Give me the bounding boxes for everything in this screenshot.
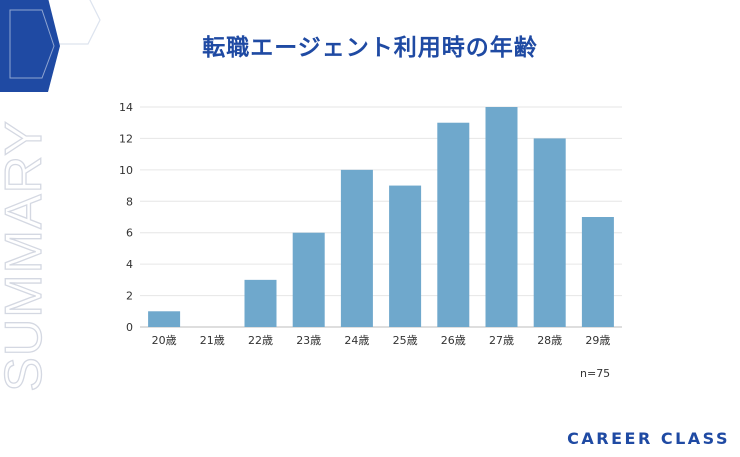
bar xyxy=(292,232,325,327)
x-tick-label: 25歳 xyxy=(393,334,418,347)
corner-hexagon-decoration xyxy=(0,0,101,92)
x-tick-label: 22歳 xyxy=(248,334,273,347)
y-tick-label: 0 xyxy=(126,321,133,334)
bar xyxy=(437,122,470,327)
bar xyxy=(340,169,373,327)
x-tick-label: 28歳 xyxy=(537,334,562,347)
page-title: 転職エージェント利用時の年齢 xyxy=(202,35,538,61)
bar xyxy=(244,279,277,327)
y-tick-label: 8 xyxy=(126,195,133,208)
bar xyxy=(533,138,566,327)
y-tick-label: 2 xyxy=(126,290,133,303)
y-tick-label: 14 xyxy=(119,101,133,114)
y-tick-label: 10 xyxy=(119,164,133,177)
bar xyxy=(581,217,614,327)
bar xyxy=(485,107,518,327)
brand-logo-text: CAREER CLASS xyxy=(567,429,730,448)
bar xyxy=(389,185,422,327)
x-tick-label: 26歳 xyxy=(441,334,466,347)
sample-size-note: n=75 xyxy=(580,367,611,380)
x-tick-label: 23歳 xyxy=(296,334,321,347)
x-tick-label: 24歳 xyxy=(344,334,369,347)
x-tick-label: 27歳 xyxy=(489,334,514,347)
bar xyxy=(148,311,181,327)
x-tick-label: 21歳 xyxy=(200,334,225,347)
x-tick-label: 29歳 xyxy=(585,334,610,347)
y-tick-label: 6 xyxy=(126,227,133,240)
x-tick-label: 20歳 xyxy=(152,334,177,347)
y-tick-label: 12 xyxy=(119,132,133,145)
hexagon-inner-outline xyxy=(9,9,55,79)
y-tick-label: 4 xyxy=(126,258,133,271)
